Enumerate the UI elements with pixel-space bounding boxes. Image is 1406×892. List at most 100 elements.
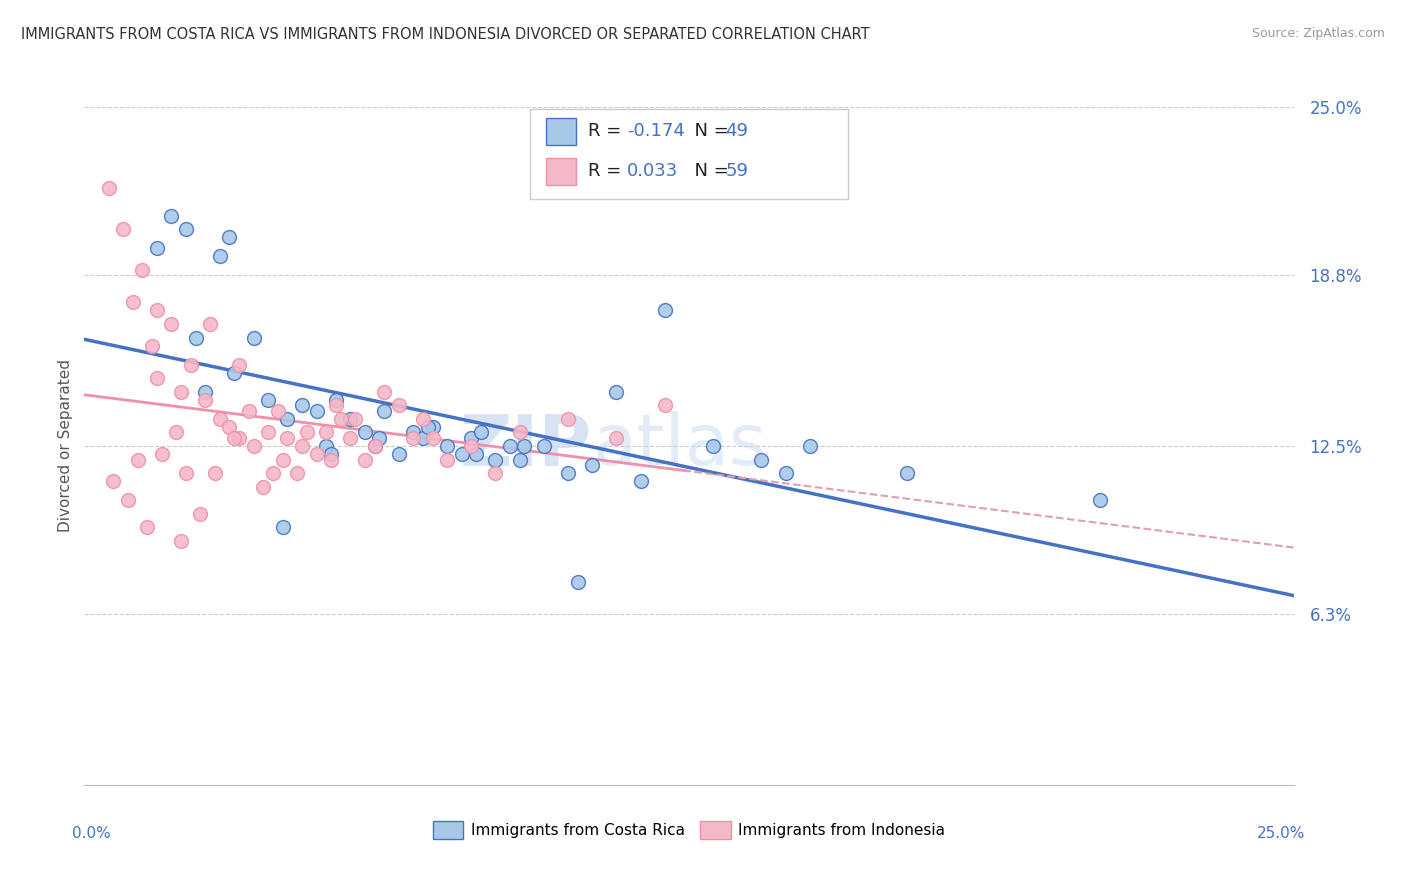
Point (484, 452, 506, 467)
Point (422, 431, 444, 445)
Point (422, 420, 444, 434)
Point (146, 303, 169, 318)
Point (112, 222, 135, 236)
Point (605, 431, 627, 445)
Point (581, 458, 603, 472)
Point (271, 452, 294, 467)
Point (654, 398, 676, 412)
Point (127, 452, 149, 467)
Point (97, 181, 120, 195)
Point (509, 425, 531, 440)
Point (262, 466, 284, 480)
Point (228, 358, 250, 372)
Point (267, 403, 290, 417)
Point (368, 431, 391, 445)
Point (557, 466, 579, 480)
Point (194, 384, 217, 399)
Point (465, 447, 488, 461)
Point (319, 452, 342, 467)
Point (329, 412, 352, 426)
Text: atlas: atlas (592, 411, 766, 481)
Point (184, 330, 207, 344)
Point (160, 317, 183, 331)
Point (354, 425, 377, 440)
Point (484, 466, 506, 480)
Point (354, 452, 377, 467)
Point (499, 439, 522, 453)
Point (412, 412, 434, 426)
Point (117, 493, 139, 508)
Point (339, 412, 361, 426)
Point (436, 452, 458, 467)
Point (799, 439, 821, 453)
Point (190, 507, 212, 521)
Point (388, 398, 411, 412)
Point (533, 439, 555, 453)
Point (654, 303, 676, 318)
Text: N =: N = (683, 122, 735, 140)
Text: Source: ZipAtlas.com: Source: ZipAtlas.com (1251, 27, 1385, 40)
Point (208, 249, 231, 263)
Point (315, 439, 337, 453)
Point (373, 384, 395, 399)
Point (103, 475, 125, 489)
Point (242, 439, 264, 453)
Point (344, 412, 367, 426)
Point (319, 447, 342, 461)
Point (194, 392, 217, 407)
Point (605, 384, 627, 399)
Point (325, 398, 347, 412)
Point (567, 574, 589, 589)
Text: 49: 49 (725, 122, 748, 140)
Point (160, 209, 183, 223)
Text: N =: N = (683, 162, 735, 180)
Point (276, 412, 298, 426)
Point (416, 420, 439, 434)
Text: 25.0%: 25.0% (1257, 826, 1306, 840)
Point (291, 398, 314, 412)
Point (363, 439, 385, 453)
Point (180, 358, 202, 372)
Point (252, 480, 274, 494)
Point (630, 475, 652, 489)
Point (460, 431, 482, 445)
Text: -0.174: -0.174 (627, 122, 685, 140)
Point (460, 439, 482, 453)
Point (150, 447, 173, 461)
Point (339, 431, 361, 445)
Point (305, 403, 328, 417)
Point (450, 447, 472, 461)
Point (363, 439, 385, 453)
Point (509, 452, 531, 467)
Point (295, 425, 318, 440)
Text: IMMIGRANTS FROM COSTA RICA VS IMMIGRANTS FROM INDONESIA DIVORCED OR SEPARATED CO: IMMIGRANTS FROM COSTA RICA VS IMMIGRANTS… (21, 27, 870, 42)
Point (242, 330, 264, 344)
Point (238, 403, 260, 417)
Point (436, 439, 458, 453)
Text: ZIP: ZIP (460, 411, 592, 481)
Point (402, 431, 425, 445)
Point (557, 412, 579, 426)
Point (198, 317, 221, 331)
Point (402, 425, 425, 440)
Text: 59: 59 (725, 162, 748, 180)
Text: 0.033: 0.033 (627, 162, 678, 180)
Point (291, 439, 314, 453)
Legend: Immigrants from Costa Rica, Immigrants from Indonesia: Immigrants from Costa Rica, Immigrants f… (426, 815, 952, 845)
Point (228, 431, 250, 445)
Point (170, 384, 193, 399)
Point (470, 425, 492, 440)
Point (208, 412, 231, 426)
Point (131, 262, 153, 277)
Point (257, 392, 280, 407)
Point (224, 431, 246, 445)
Point (224, 366, 246, 380)
Point (775, 466, 797, 480)
Point (315, 425, 337, 440)
Point (136, 520, 159, 534)
Point (121, 295, 143, 310)
Point (174, 466, 197, 480)
Point (271, 520, 294, 534)
Point (276, 431, 298, 445)
Point (218, 230, 240, 244)
